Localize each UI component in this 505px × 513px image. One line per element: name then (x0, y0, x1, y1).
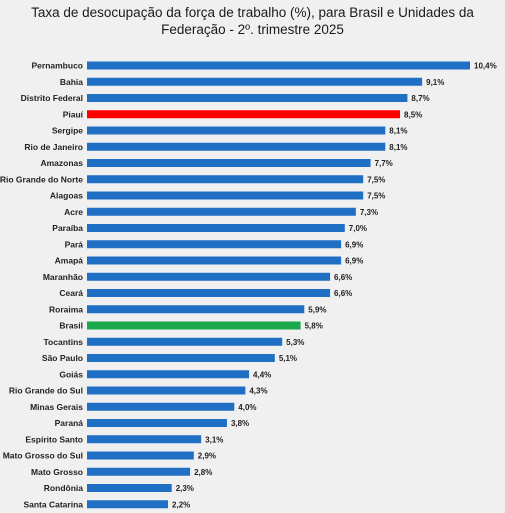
bar-tocantins (87, 337, 283, 346)
value-label-minas-gerais: 4,0% (238, 403, 256, 412)
value-label-tocantins: 5,3% (286, 338, 304, 347)
value-label-mato-grosso-do-sul: 2,9% (198, 452, 216, 461)
value-label-bahia: 9,1% (426, 78, 444, 87)
bar-mato-grosso (87, 467, 191, 476)
bar-rio-de-janeiro (87, 142, 386, 151)
bar-goias (87, 370, 250, 379)
category-label-rio-grande-do-norte: Rio Grande do Norte (0, 174, 83, 184)
bar-parana (87, 419, 227, 427)
category-label-sergipe: Sergipe (52, 126, 83, 136)
category-label-minas-gerais: Minas Gerais (30, 402, 83, 412)
bar-piaui (87, 110, 401, 119)
bar-rio-grande-do-sul (87, 386, 246, 395)
bar-bahia (87, 77, 423, 86)
value-label-rio-de-janeiro: 8,1% (389, 143, 407, 152)
category-label-acre: Acre (64, 207, 83, 217)
category-label-amazonas: Amazonas (40, 158, 83, 168)
bar-rondonia (87, 484, 172, 492)
value-label-rio-grande-do-sul: 4,3% (249, 387, 267, 396)
value-label-parana: 3,8% (231, 419, 249, 428)
bar-ceara (87, 289, 331, 297)
category-label-brasil: Brasil (59, 321, 83, 331)
category-label-bahia: Bahia (60, 77, 83, 87)
bar-sergipe (87, 126, 386, 135)
value-label-rondonia: 2,3% (176, 484, 194, 493)
value-label-brasil: 5,8% (305, 322, 323, 331)
chart-title-line-2: Federação - 2º. trimestre 2025 (161, 22, 344, 37)
category-label-tocantins: Tocantins (43, 337, 83, 347)
bar-espirito-santo (87, 435, 202, 444)
value-label-para: 6,9% (345, 240, 363, 249)
category-label-piaui: Piauí (63, 109, 84, 119)
category-label-rio-de-janeiro: Rio de Janeiro (24, 142, 83, 152)
value-label-roraima: 5,9% (308, 305, 326, 314)
value-label-santa-catarina: 2,2% (172, 500, 190, 509)
category-label-pernambuco: Pernambuco (32, 61, 84, 71)
bar-paraiba (87, 224, 345, 232)
value-label-distrito-federal: 8,7% (411, 94, 429, 103)
bar-amapa (87, 256, 342, 265)
category-label-parana: Paraná (55, 418, 84, 428)
category-label-rondonia: Rondônia (44, 483, 83, 493)
value-label-sergipe: 8,1% (389, 127, 407, 136)
bar-brasil (87, 321, 301, 330)
category-label-mato-grosso-do-sul: Mato Grosso do Sul (3, 451, 83, 461)
category-label-roraima: Roraima (49, 304, 83, 314)
category-label-ceara: Ceará (59, 288, 83, 298)
bar-roraima (87, 305, 305, 314)
bar-sao-paulo (87, 354, 275, 362)
bar-maranhao (87, 272, 331, 281)
category-label-mato-grosso: Mato Grosso (31, 467, 83, 477)
value-label-piaui: 8,5% (404, 110, 422, 119)
category-label-alagoas: Alagoas (50, 191, 83, 201)
category-label-espirito-santo: Espírito Santo (25, 434, 83, 444)
bar-amazonas (87, 159, 371, 167)
value-label-alagoas: 7,5% (367, 192, 385, 201)
value-label-acre: 7,3% (360, 208, 378, 217)
value-label-mato-grosso: 2,8% (194, 468, 212, 477)
value-label-paraiba: 7,0% (349, 224, 367, 233)
category-label-rio-grande-do-sul: Rio Grande do Sul (9, 386, 83, 396)
category-label-para: Pará (65, 239, 84, 249)
bar-alagoas (87, 191, 364, 200)
category-label-maranhao: Maranhão (43, 272, 83, 282)
value-label-sao-paulo: 5,1% (279, 354, 297, 363)
category-label-amapa: Amapá (55, 256, 84, 266)
value-label-ceara: 6,6% (334, 289, 352, 298)
bar-rio-grande-do-norte (87, 175, 364, 184)
chart-title: Taxa de desocupação da força de trabalho… (0, 4, 505, 38)
value-label-maranhao: 6,6% (334, 273, 352, 282)
category-label-santa-catarina: Santa Catarina (23, 499, 83, 509)
chart-title-line-1: Taxa de desocupação da força de trabalho… (31, 5, 474, 20)
value-label-goias: 4,4% (253, 370, 271, 379)
value-label-espirito-santo: 3,1% (205, 435, 223, 444)
bar-distrito-federal (87, 94, 408, 102)
value-label-amapa: 6,9% (345, 257, 363, 266)
value-label-amazonas: 7,7% (375, 159, 393, 168)
category-label-goias: Goiás (59, 369, 83, 379)
category-label-paraiba: Paraíba (52, 223, 83, 233)
category-label-sao-paulo: São Paulo (42, 353, 83, 363)
bar-santa-catarina (87, 500, 169, 509)
bar-mato-grosso-do-sul (87, 451, 194, 460)
value-label-pernambuco: 10,4% (474, 62, 497, 71)
bar-minas-gerais (87, 402, 235, 411)
bar-acre (87, 207, 356, 216)
bar-para (87, 240, 342, 249)
value-label-rio-grande-do-norte: 7,5% (367, 175, 385, 184)
category-label-distrito-federal: Distrito Federal (21, 93, 83, 103)
bar-pernambuco (87, 61, 470, 70)
